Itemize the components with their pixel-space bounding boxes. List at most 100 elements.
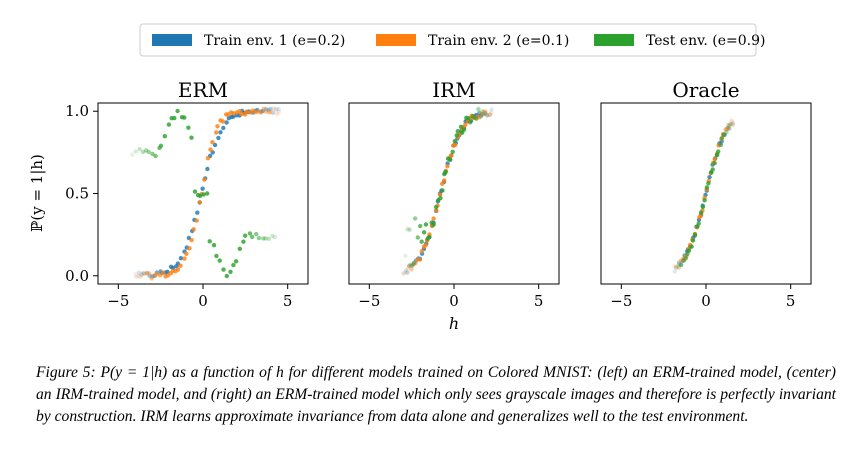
data-point — [261, 236, 266, 241]
data-point — [231, 111, 236, 116]
x-tick-label: 0 — [449, 292, 459, 310]
data-point — [237, 246, 242, 251]
data-point — [275, 111, 280, 117]
data-point — [725, 126, 730, 131]
data-point — [217, 258, 222, 263]
data-point — [266, 108, 271, 113]
data-point — [175, 267, 181, 272]
data-point — [221, 125, 226, 131]
axes-frame-irm — [348, 102, 560, 285]
data-point — [427, 235, 432, 240]
data-point — [274, 107, 279, 112]
data-point — [216, 135, 221, 141]
data-point — [718, 142, 723, 147]
data-point — [162, 134, 167, 139]
data-point — [254, 231, 259, 237]
data-point — [409, 267, 414, 272]
panel-title-erm: ERM — [178, 78, 228, 102]
data-point — [194, 218, 199, 223]
data-point — [133, 149, 138, 154]
data-point — [407, 227, 412, 232]
data-point — [256, 235, 262, 241]
panel-erm: ERM −5 0 5 0.0 0.5 1.0 ℙ(y = 1|h) — [28, 78, 309, 310]
data-point — [448, 157, 453, 162]
data-point — [463, 122, 468, 128]
legend-label-test-env: Test env. (e=0.9) — [646, 33, 765, 49]
x-tick-label: −5 — [358, 292, 380, 310]
data-point — [483, 111, 488, 116]
y-tick-label: 1.0 — [65, 102, 89, 120]
data-point — [186, 125, 191, 130]
data-point — [729, 118, 734, 124]
x-tick-label: 5 — [534, 292, 544, 310]
data-point — [152, 273, 157, 278]
data-point — [149, 276, 154, 281]
y-axis-label: ℙ(y = 1|h) — [28, 154, 46, 232]
data-point — [197, 200, 202, 205]
data-point — [678, 262, 684, 268]
data-point — [468, 120, 473, 125]
data-point — [270, 233, 275, 239]
data-point — [409, 263, 415, 269]
data-point — [438, 195, 443, 201]
data-point — [411, 261, 416, 267]
data-point — [139, 272, 144, 277]
data-point — [197, 193, 203, 199]
data-point — [716, 149, 721, 154]
panel-title-irm: IRM — [432, 78, 475, 102]
data-point — [479, 111, 485, 117]
data-point — [210, 140, 215, 145]
data-point — [191, 227, 196, 232]
data-point — [476, 107, 481, 112]
data-point — [723, 127, 728, 132]
data-point — [706, 181, 711, 186]
data-point — [403, 270, 408, 275]
data-point — [137, 147, 142, 152]
data-point — [160, 270, 165, 275]
x-tick-label: −5 — [610, 292, 632, 310]
data-point — [211, 243, 217, 248]
data-point — [175, 108, 180, 114]
data-point — [144, 270, 150, 275]
y-tick-label: 0.5 — [65, 185, 89, 203]
data-point — [707, 175, 712, 180]
data-point — [214, 130, 219, 135]
legend: Train env. 1 (e=0.2) Train env. 2 (e=0.1… — [139, 23, 765, 57]
data-point — [142, 271, 147, 276]
x-tick-label: 5 — [283, 292, 293, 310]
data-point — [243, 233, 248, 238]
data-point — [454, 133, 459, 138]
data-point — [276, 107, 281, 112]
data-point — [143, 148, 149, 153]
panel-oracle: Oracle −5 0 5 — [600, 78, 812, 310]
data-point — [449, 153, 454, 158]
data-point — [187, 246, 192, 251]
x-tick-label: 0 — [198, 292, 208, 310]
data-point — [212, 142, 218, 148]
data-point — [153, 153, 158, 159]
data-point — [138, 274, 143, 279]
data-point — [421, 230, 427, 235]
data-point — [487, 112, 493, 118]
data-point — [407, 263, 412, 268]
y-tick-label: 0.0 — [65, 267, 89, 285]
caption-text: P(y = 1|h) as a function of h for differ… — [36, 364, 836, 425]
data-point — [466, 116, 471, 121]
axes-frame-oracle — [600, 102, 812, 285]
data-point — [231, 114, 236, 119]
data-point — [263, 236, 268, 241]
data-point — [726, 122, 731, 128]
data-point — [683, 256, 689, 261]
data-point — [483, 109, 488, 114]
plot-area-erm: −5 0 5 0.0 0.5 1.0 — [65, 102, 292, 310]
data-point — [714, 152, 720, 158]
data-point — [141, 271, 146, 276]
data-point — [233, 259, 239, 264]
data-point — [239, 111, 244, 117]
x-tick-label: 5 — [786, 292, 796, 310]
data-point — [150, 151, 155, 157]
data-point — [413, 216, 418, 221]
data-point — [686, 248, 692, 253]
data-point — [474, 116, 479, 121]
data-point — [450, 149, 455, 154]
